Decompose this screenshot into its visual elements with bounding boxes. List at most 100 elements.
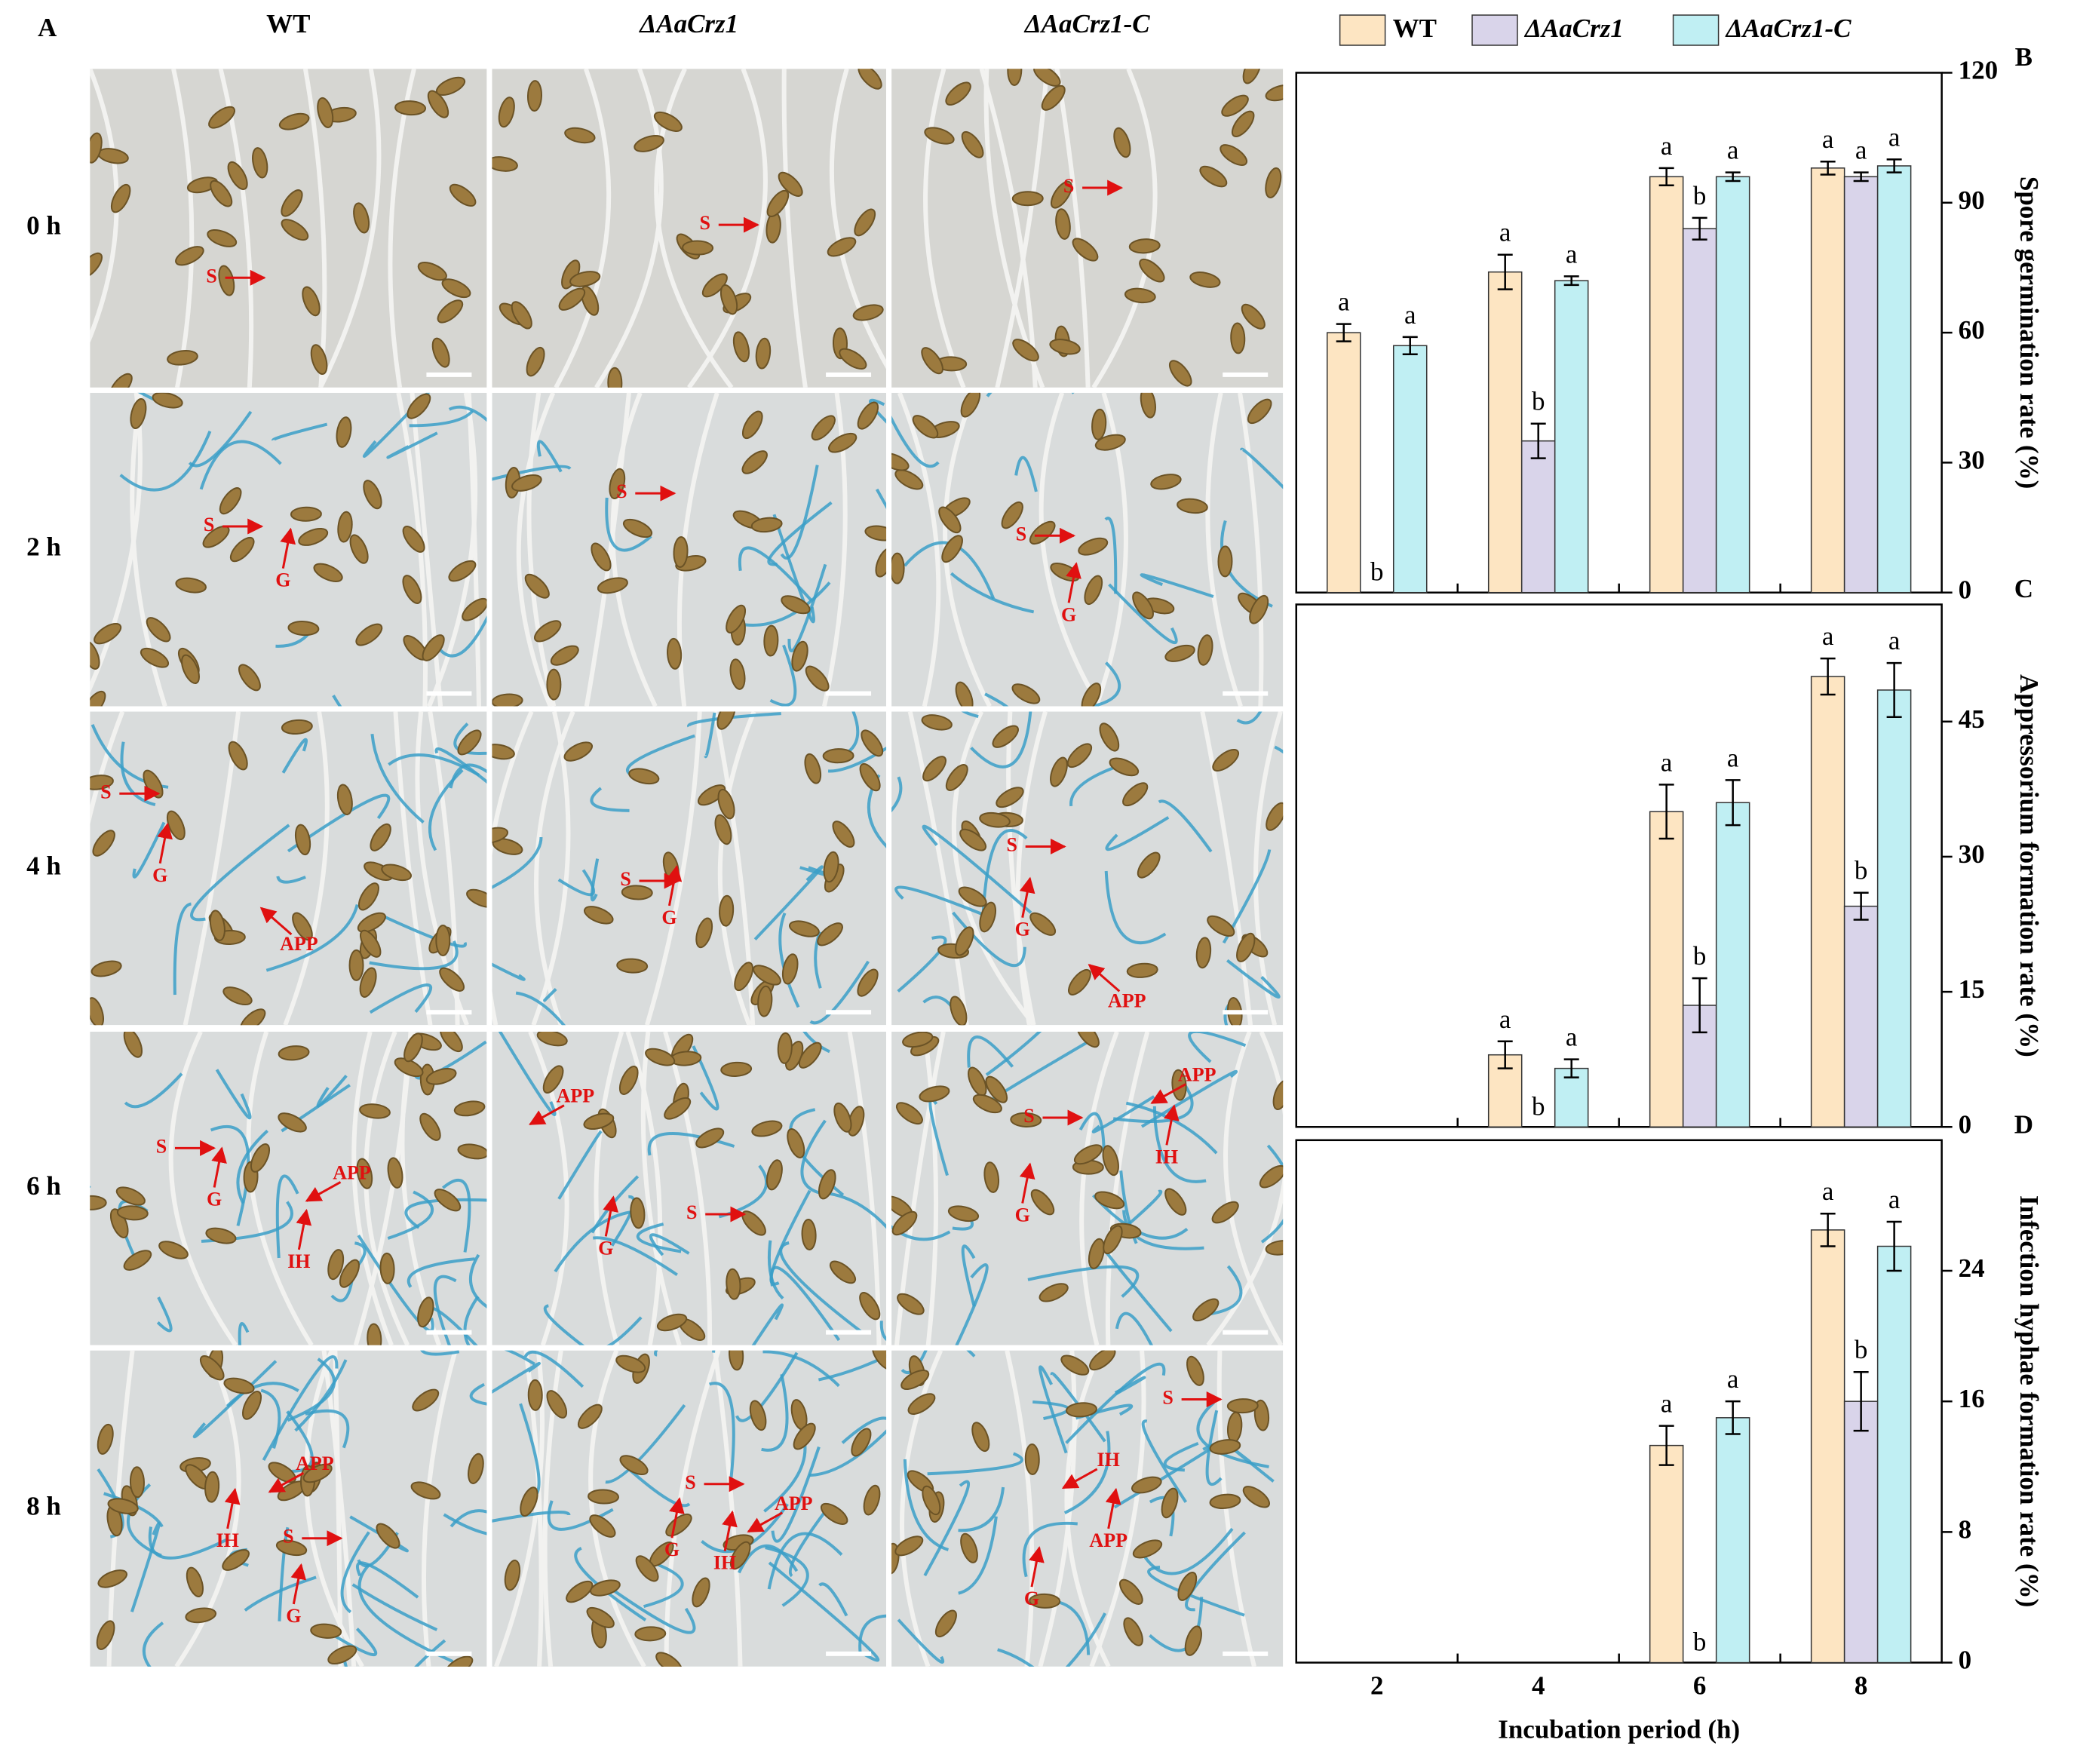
micrograph: [90, 69, 487, 388]
spore: [1266, 802, 1284, 831]
spore: [934, 1609, 957, 1638]
hypha: [148, 1526, 229, 1560]
hypha: [492, 836, 543, 889]
spore: [1033, 69, 1061, 87]
spore: [1103, 1225, 1123, 1255]
spore: [290, 506, 322, 522]
hypha: [1050, 1372, 1106, 1443]
spore: [607, 367, 623, 388]
spore: [924, 127, 955, 145]
annotation: G: [664, 1539, 680, 1560]
hypha: [894, 885, 988, 918]
annotation: APP: [280, 933, 318, 955]
spore: [1001, 501, 1023, 529]
annotation: S: [1162, 1387, 1173, 1409]
hypha: [692, 1045, 719, 1111]
spore: [185, 1607, 217, 1624]
spore: [536, 1031, 568, 1047]
hypha: [1078, 1112, 1106, 1158]
spore: [1230, 322, 1246, 354]
bar: [1682, 228, 1717, 594]
spore: [275, 1539, 308, 1557]
hypha: [543, 1304, 585, 1345]
spore: [692, 1577, 710, 1608]
hypha: [687, 712, 781, 728]
spore: [1029, 912, 1057, 936]
hypha: [1063, 1431, 1111, 1514]
spore: [912, 415, 939, 439]
spore: [628, 768, 660, 785]
spore: [1102, 1145, 1119, 1177]
annotation: APP: [557, 1085, 595, 1107]
spore: [1168, 360, 1192, 387]
spore: [950, 996, 968, 1026]
hypha: [362, 392, 431, 459]
spore: [854, 208, 876, 237]
hypha: [434, 747, 487, 784]
spore: [766, 189, 790, 217]
annotation: G: [661, 907, 677, 928]
spore: [1139, 258, 1165, 283]
spore: [1128, 238, 1161, 254]
spore: [90, 640, 100, 670]
hypha: [355, 1561, 419, 1599]
bar: [1810, 167, 1845, 594]
spore: [252, 147, 268, 179]
hypha: [407, 1257, 475, 1288]
micrograph: [891, 711, 1284, 1026]
hypha: [554, 1209, 640, 1273]
hypha: [891, 1225, 951, 1241]
spore: [947, 1205, 980, 1223]
spore: [1126, 962, 1158, 978]
cell-wall: [713, 1350, 743, 1667]
cell-wall: [168, 1031, 238, 1345]
spore: [94, 622, 122, 645]
spore: [1164, 1188, 1187, 1216]
micrograph-content: [891, 392, 1284, 707]
hypha: [120, 741, 156, 807]
cell-wall: [781, 69, 808, 388]
spore: [1078, 537, 1109, 556]
micrograph-bg: [90, 711, 487, 1026]
spore: [439, 967, 465, 992]
bar: [1876, 689, 1912, 1128]
cell-wall: [1005, 1350, 1035, 1667]
spore: [1122, 782, 1149, 807]
spore: [511, 474, 542, 492]
error-bar: [1530, 422, 1546, 459]
cell-wall: [283, 711, 330, 1026]
bar: [1843, 1400, 1879, 1664]
micrograph: [90, 1031, 487, 1345]
spore: [622, 518, 653, 538]
spore: [1011, 683, 1041, 704]
cell-wall: [907, 711, 969, 1026]
spore: [90, 132, 103, 164]
hypha: [349, 1515, 409, 1553]
hypha: [260, 1388, 281, 1450]
spore: [123, 1031, 143, 1058]
spore: [635, 1555, 659, 1582]
scale-bar: [826, 372, 872, 377]
spore: [204, 1471, 220, 1503]
x-tick-label: 4: [1532, 1671, 1545, 1701]
hypha: [958, 1486, 1005, 1532]
hypha: [449, 763, 487, 789]
spore: [726, 604, 747, 634]
error-bar: [1820, 160, 1836, 176]
hypha: [1065, 1612, 1107, 1667]
spore: [1150, 474, 1182, 490]
hypha: [1014, 456, 1038, 492]
micrograph-bg: [492, 69, 887, 388]
hypha: [119, 431, 212, 492]
hypha: [409, 410, 474, 428]
spore: [765, 1159, 783, 1191]
spore: [107, 1498, 139, 1514]
spore: [695, 1127, 725, 1149]
spore: [281, 719, 313, 735]
hypha: [1222, 849, 1272, 944]
spore: [894, 469, 924, 490]
cell-wall: [351, 1031, 394, 1345]
hypha: [955, 1263, 989, 1345]
legend-swatch: [1339, 14, 1386, 46]
